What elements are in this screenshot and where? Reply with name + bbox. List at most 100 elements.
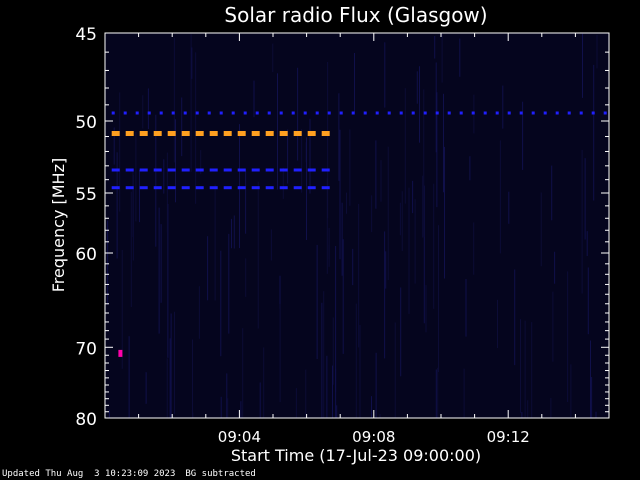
emission-dash	[195, 111, 199, 115]
noise-streak	[245, 258, 247, 297]
noise-streak	[422, 175, 424, 238]
emission-dash	[279, 131, 288, 136]
emission-dash	[519, 111, 523, 115]
emission-dash	[139, 186, 148, 190]
emission-dash	[209, 131, 218, 136]
noise-streak	[326, 355, 328, 418]
emission-dash	[167, 131, 176, 136]
noise-streak	[175, 119, 176, 203]
noise-streak	[295, 388, 297, 418]
emission-dash	[265, 131, 274, 136]
y-tick-label: 70	[75, 339, 97, 359]
noise-streak	[584, 158, 586, 240]
noise-streak	[438, 225, 439, 372]
noise-streak	[384, 42, 386, 108]
emission-dash	[153, 168, 162, 172]
emission-dash	[579, 111, 583, 115]
noise-streak	[220, 396, 222, 418]
noise-streak	[520, 319, 521, 413]
noise-streak	[169, 338, 171, 418]
noise-streak	[174, 311, 175, 415]
emission-dash	[265, 186, 274, 190]
noise-streak	[336, 405, 338, 418]
noise-streak	[279, 275, 281, 309]
noise-streak	[116, 152, 118, 259]
emission-spot	[118, 349, 123, 357]
emission-dash	[321, 186, 330, 190]
emission-dash	[219, 111, 223, 115]
noise-streak	[435, 369, 437, 418]
emission-dash	[181, 131, 190, 136]
noise-streak	[200, 150, 202, 175]
noise-streak	[282, 167, 284, 199]
emission-dash	[153, 186, 162, 190]
noise-streak	[207, 236, 209, 301]
noise-streak	[327, 62, 329, 219]
emission-dash	[223, 186, 232, 190]
noise-streak	[190, 34, 192, 172]
noise-streak	[465, 279, 467, 337]
noise-streak	[443, 93, 444, 193]
emission-dash	[423, 111, 427, 115]
emission-dash	[531, 111, 535, 115]
noise-streak	[522, 101, 524, 170]
emission-dash	[183, 111, 187, 115]
noise-streak	[499, 140, 501, 254]
noise-streak	[582, 33, 583, 98]
emission-dash	[181, 186, 190, 190]
emission-dash	[255, 111, 259, 115]
emission-dash	[123, 111, 127, 115]
noise-streak	[437, 367, 439, 418]
y-tick-label: 60	[75, 245, 97, 265]
noise-streak	[434, 36, 436, 59]
noise-streak	[384, 231, 386, 359]
noise-streak	[233, 215, 235, 249]
noise-streak	[354, 53, 355, 113]
emission-dash	[387, 111, 391, 115]
noise-streak	[167, 204, 169, 358]
noise-streak	[380, 160, 382, 202]
noise-streak	[107, 220, 109, 305]
noise-streak	[570, 364, 572, 418]
emission-dash	[293, 186, 302, 190]
emission-dash	[507, 111, 511, 115]
emission-dash	[111, 168, 120, 172]
noise-streak	[459, 38, 461, 77]
updated-timestamp: Updated Thu Aug 3 10:23:09 2023	[2, 469, 176, 479]
noise-streak	[508, 191, 510, 224]
noise-streak	[191, 47, 193, 79]
noise-streak	[142, 95, 144, 129]
emission-dash	[363, 111, 367, 115]
emission-dash	[111, 131, 120, 136]
emission-dash	[125, 168, 134, 172]
emission-dash	[293, 131, 302, 136]
emission-dash	[223, 168, 232, 172]
noise-streak	[228, 233, 230, 334]
noise-streak	[145, 372, 147, 404]
x-tick-label: 09:08	[352, 428, 395, 446]
emission-dash	[307, 186, 316, 190]
emission-dash	[153, 131, 162, 136]
noise-streak	[173, 37, 175, 163]
noise-streak	[371, 396, 372, 418]
noise-streak	[309, 118, 311, 194]
noise-streak	[259, 382, 261, 418]
emission-dash	[237, 168, 246, 172]
noise-streak	[339, 129, 341, 260]
emission-dash	[195, 131, 204, 136]
noise-streak	[135, 131, 137, 222]
emission-dash	[251, 186, 260, 190]
noise-streak	[567, 271, 569, 402]
emission-dash	[195, 186, 204, 190]
noise-streak	[160, 224, 162, 303]
emission-dash	[111, 111, 115, 115]
noise-streak	[435, 62, 437, 153]
emission-dash	[375, 111, 379, 115]
emission-dash	[339, 111, 343, 115]
noise-streak	[306, 137, 307, 240]
y-tick-label: 80	[75, 410, 97, 430]
noise-streak	[414, 199, 416, 284]
chart-title: Solar radio Flux (Glasgow)	[224, 3, 487, 27]
noise-streak	[245, 168, 247, 234]
emission-dash	[267, 111, 271, 115]
